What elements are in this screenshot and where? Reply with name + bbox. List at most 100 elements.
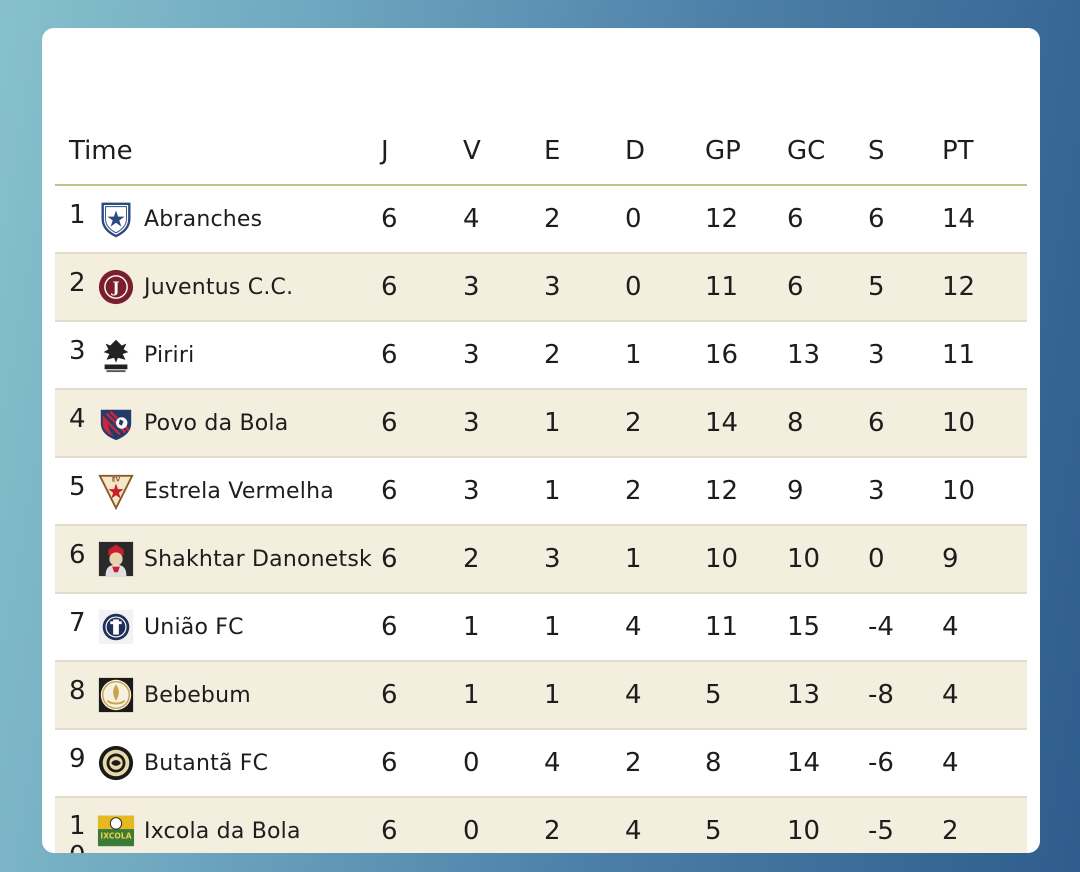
col-header-draws[interactable]: E (544, 118, 625, 186)
piriri-crest-icon (103, 339, 129, 373)
table-header-row: Time J V E D GP GC S PT (55, 118, 1027, 186)
points-cell: 4 (942, 593, 1027, 662)
goals-against-cell: 13 (787, 321, 868, 390)
col-header-goals-against[interactable]: GC (787, 118, 868, 186)
goal-difference-cell: 6 (868, 185, 942, 254)
team-cell: 4 Povo da Bola (55, 404, 381, 442)
wins-cell: 1 (463, 661, 544, 730)
wins-cell: 0 (463, 729, 544, 798)
goals-against-cell: 6 (787, 185, 868, 254)
draws-cell: 4 (544, 729, 625, 798)
juventus-crest-icon: J (98, 269, 134, 305)
table-row[interactable]: 6 Shakhtar Danonetsk 6 2 3 1 10 10 0 (55, 525, 1027, 594)
position: 8 (69, 676, 86, 706)
losses-cell: 4 (625, 593, 705, 662)
table-row[interactable]: 1 Abranches 6 4 2 0 12 6 6 14 (55, 185, 1027, 254)
position: 6 (69, 540, 86, 570)
points-cell: 10 (942, 457, 1027, 526)
table-row[interactable]: 3 Piriri 6 3 2 1 16 13 3 11 (55, 321, 1027, 390)
draws-cell: 1 (544, 661, 625, 730)
goals-for-cell: 14 (705, 389, 787, 458)
goals-for-cell: 5 (705, 661, 787, 730)
losses-cell: 2 (625, 457, 705, 526)
goals-for-cell: 12 (705, 457, 787, 526)
losses-cell: 4 (625, 797, 705, 853)
draws-cell: 2 (544, 321, 625, 390)
position: 5 (69, 472, 86, 502)
team-name[interactable]: União FC (144, 614, 244, 640)
wins-cell: 3 (463, 457, 544, 526)
table-row[interactable]: 9 Butantã FC 6 0 4 2 8 14 -6 4 (55, 729, 1027, 798)
col-header-goals-for[interactable]: GP (705, 118, 787, 186)
draws-cell: 1 (544, 457, 625, 526)
played-cell: 6 (381, 389, 463, 458)
col-header-wins[interactable]: V (463, 118, 544, 186)
points-cell: 4 (942, 661, 1027, 730)
table-row[interactable]: 8 Bebebum 6 1 1 4 5 13 -8 4 (55, 661, 1027, 730)
points-cell: 11 (942, 321, 1027, 390)
played-cell: 6 (381, 729, 463, 798)
team-name[interactable]: Piriri (144, 342, 195, 368)
position: 4 (69, 404, 86, 434)
goals-against-cell: 10 (787, 797, 868, 853)
points-cell: 4 (942, 729, 1027, 798)
goal-difference-cell: 3 (868, 321, 942, 390)
team-cell: 5 EV Estrela Vermelha (55, 472, 381, 510)
goals-against-cell: 8 (787, 389, 868, 458)
table-row[interactable]: 4 Povo da Bola 6 3 1 2 14 8 6 (55, 389, 1027, 458)
standings-card: Time J V E D GP GC S PT 1 (42, 28, 1040, 853)
table-row[interactable]: 7 União FC 6 1 1 4 11 15 -4 4 (55, 593, 1027, 662)
losses-cell: 0 (625, 185, 705, 254)
losses-cell: 0 (625, 253, 705, 322)
draws-cell: 2 (544, 185, 625, 254)
position: 2 (69, 268, 86, 298)
team-name[interactable]: Bebebum (144, 682, 251, 708)
team-name[interactable]: Estrela Vermelha (144, 478, 334, 504)
team-cell: 10 IXCOLA Ixcola da Bola (55, 801, 381, 853)
goals-against-cell: 9 (787, 457, 868, 526)
points-cell: 2 (942, 797, 1027, 853)
team-name[interactable]: Povo da Bola (144, 410, 289, 436)
uniao-fc-crest-icon (98, 609, 134, 645)
standings-table: Time J V E D GP GC S PT 1 (55, 118, 1027, 853)
played-cell: 6 (381, 661, 463, 730)
played-cell: 6 (381, 185, 463, 254)
position: 9 (69, 744, 86, 774)
goal-difference-cell: 3 (868, 457, 942, 526)
table-row[interactable]: 5 EV Estrela Vermelha 6 3 1 2 12 9 3 10 (55, 457, 1027, 526)
goals-for-cell: 11 (705, 253, 787, 322)
team-name[interactable]: Abranches (144, 206, 263, 232)
team-name[interactable]: Shakhtar Danonetsk (144, 546, 372, 572)
goals-for-cell: 10 (705, 525, 787, 594)
col-header-goal-difference[interactable]: S (868, 118, 942, 186)
team-name[interactable]: Ixcola da Bola (144, 818, 301, 844)
goal-difference-cell: -8 (868, 661, 942, 730)
col-header-points[interactable]: PT (942, 118, 1027, 186)
team-cell: 8 Bebebum (55, 676, 381, 714)
points-cell: 14 (942, 185, 1027, 254)
col-header-losses[interactable]: D (625, 118, 705, 186)
draws-cell: 3 (544, 525, 625, 594)
goals-for-cell: 5 (705, 797, 787, 853)
team-name[interactable]: Juventus C.C. (144, 274, 294, 300)
povo-da-bola-crest-icon (100, 409, 132, 441)
col-header-team[interactable]: Time (55, 118, 381, 186)
points-cell: 12 (942, 253, 1027, 322)
col-header-played[interactable]: J (381, 118, 463, 186)
butanta-fc-crest-icon (98, 745, 134, 781)
goals-for-cell: 12 (705, 185, 787, 254)
goals-for-cell: 8 (705, 729, 787, 798)
abranches-crest-icon (101, 202, 131, 238)
played-cell: 6 (381, 797, 463, 853)
table-row[interactable]: 2 J Juventus C.C. 6 3 3 0 11 6 5 12 (55, 253, 1027, 322)
played-cell: 6 (381, 253, 463, 322)
table-row[interactable]: 10 IXCOLA Ixcola da Bola 6 0 2 4 5 10 -5… (55, 797, 1027, 853)
estrela-vermelha-crest-icon: EV (98, 474, 134, 510)
team-name[interactable]: Butantã FC (144, 750, 269, 776)
wins-cell: 4 (463, 185, 544, 254)
position: 1 (69, 200, 86, 230)
position: 7 (69, 608, 86, 638)
wins-cell: 2 (463, 525, 544, 594)
played-cell: 6 (381, 525, 463, 594)
svg-text:EV: EV (112, 478, 121, 484)
